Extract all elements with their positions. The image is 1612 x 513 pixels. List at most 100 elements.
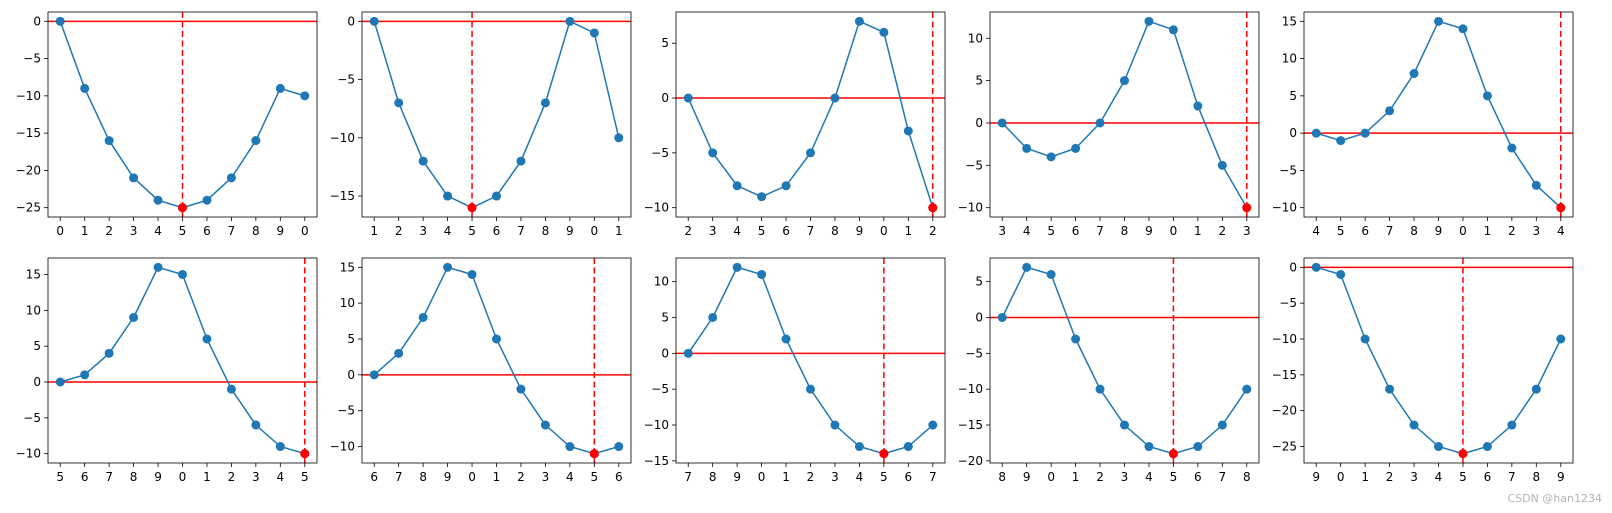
data-point — [492, 191, 501, 201]
x-tick-label: 7 — [395, 470, 403, 484]
x-tick-label: 2 — [1096, 470, 1104, 484]
y-tick-label: −10 — [16, 89, 41, 103]
data-point — [1336, 269, 1346, 279]
data-point — [781, 181, 791, 191]
data-point — [1071, 143, 1081, 153]
data-point — [806, 384, 815, 394]
highlight-point — [589, 449, 599, 459]
axes-frame — [47, 257, 318, 464]
data-point — [202, 195, 212, 205]
y-tick-label: 0 — [347, 368, 355, 382]
data-point — [369, 16, 379, 26]
plot-area — [1304, 258, 1573, 463]
x-tick-label: 6 — [782, 224, 790, 238]
x-tick-label: 1 — [1194, 224, 1202, 238]
data-point — [1409, 420, 1419, 430]
x-tick-label: 8 — [542, 224, 550, 238]
x-tick-label: 2 — [929, 224, 937, 238]
y-tick-label: −10 — [330, 131, 355, 145]
data-point — [830, 420, 840, 430]
x-tick-label: 2 — [807, 470, 815, 484]
y-tick-label: −5 — [23, 411, 41, 425]
y-tick-label: 10 — [654, 275, 669, 289]
y-tick-label: −15 — [16, 126, 41, 140]
x-tick-label: 8 — [252, 224, 260, 238]
data-point — [565, 16, 575, 26]
subplot-7: −10 −5 0 5 10 15 6 7 8 9 0 1 2 3 4 5 6 — [330, 257, 632, 484]
data-point — [997, 312, 1007, 322]
x-tick-label: 7 — [1218, 470, 1226, 484]
x-tick-label: 2 — [1218, 224, 1226, 238]
x-tick-label: 6 — [493, 224, 501, 238]
data-point — [732, 181, 742, 191]
y-tick-label: 0 — [661, 91, 669, 105]
data-point — [614, 442, 624, 452]
x-tick-label: 6 — [81, 470, 89, 484]
x-tick-label: 4 — [444, 224, 452, 238]
y-tick-label: 5 — [975, 275, 983, 289]
y-tick-label: 5 — [347, 332, 355, 346]
series-line — [687, 266, 934, 455]
x-tick-label: 9 — [444, 470, 452, 484]
highlight-point — [1458, 449, 1468, 459]
x-tick-label: 7 — [807, 224, 815, 238]
data-point — [1144, 16, 1154, 26]
x-tick-label: 0 — [56, 224, 64, 238]
data-point — [394, 98, 404, 108]
data-point — [418, 312, 428, 322]
data-point — [928, 420, 938, 430]
y-tick-label: −5 — [337, 404, 355, 418]
data-point — [1311, 128, 1321, 138]
data-point — [467, 269, 477, 279]
data-point — [251, 136, 261, 146]
x-tick-label: 5 — [179, 224, 187, 238]
y-tick-label: 0 — [975, 310, 983, 324]
data-point — [854, 16, 864, 26]
data-point — [129, 312, 139, 322]
x-tick-label: 5 — [1337, 224, 1345, 238]
data-point — [1144, 442, 1154, 452]
plot-area — [676, 258, 945, 463]
x-tick-label: 8 — [1410, 224, 1418, 238]
x-tick-label: 4 — [1312, 224, 1320, 238]
plot-area — [676, 12, 945, 217]
y-tick-label: −25 — [1272, 440, 1297, 454]
x-tick-label: 6 — [370, 470, 378, 484]
data-point — [492, 334, 501, 344]
data-point — [80, 370, 90, 380]
x-tick-label: 7 — [1096, 224, 1104, 238]
y-tick-label: −20 — [16, 163, 41, 177]
highlight-point — [928, 203, 938, 213]
data-point — [1095, 384, 1105, 394]
axes-frame — [989, 11, 1260, 218]
data-point — [1385, 384, 1395, 394]
series-line — [687, 20, 934, 208]
series-line — [373, 20, 620, 209]
x-tick-label: 8 — [1532, 470, 1540, 484]
data-point — [1120, 76, 1129, 86]
data-point — [757, 192, 767, 202]
x-tick-label: 7 — [1386, 224, 1394, 238]
axes-frame — [989, 257, 1260, 464]
axes-frame — [675, 257, 946, 464]
y-tick-label: −10 — [644, 201, 669, 215]
data-point — [1193, 442, 1203, 452]
y-tick-label: 5 — [975, 74, 983, 88]
data-point — [614, 133, 624, 143]
x-tick-label: 9 — [1435, 224, 1443, 238]
data-point — [1217, 420, 1227, 430]
data-point — [1385, 106, 1395, 116]
data-point — [275, 83, 285, 93]
data-point — [1095, 118, 1105, 128]
data-point — [153, 262, 163, 272]
y-tick-label: 5 — [661, 36, 669, 50]
data-point — [129, 173, 139, 183]
x-tick-label: 3 — [1410, 470, 1418, 484]
x-tick-label: 6 — [1361, 224, 1369, 238]
watermark: CSDN @han1234 — [1507, 492, 1602, 505]
highlight-point — [879, 449, 889, 459]
x-tick-label: 7 — [105, 470, 113, 484]
x-tick-label: 2 — [684, 224, 692, 238]
